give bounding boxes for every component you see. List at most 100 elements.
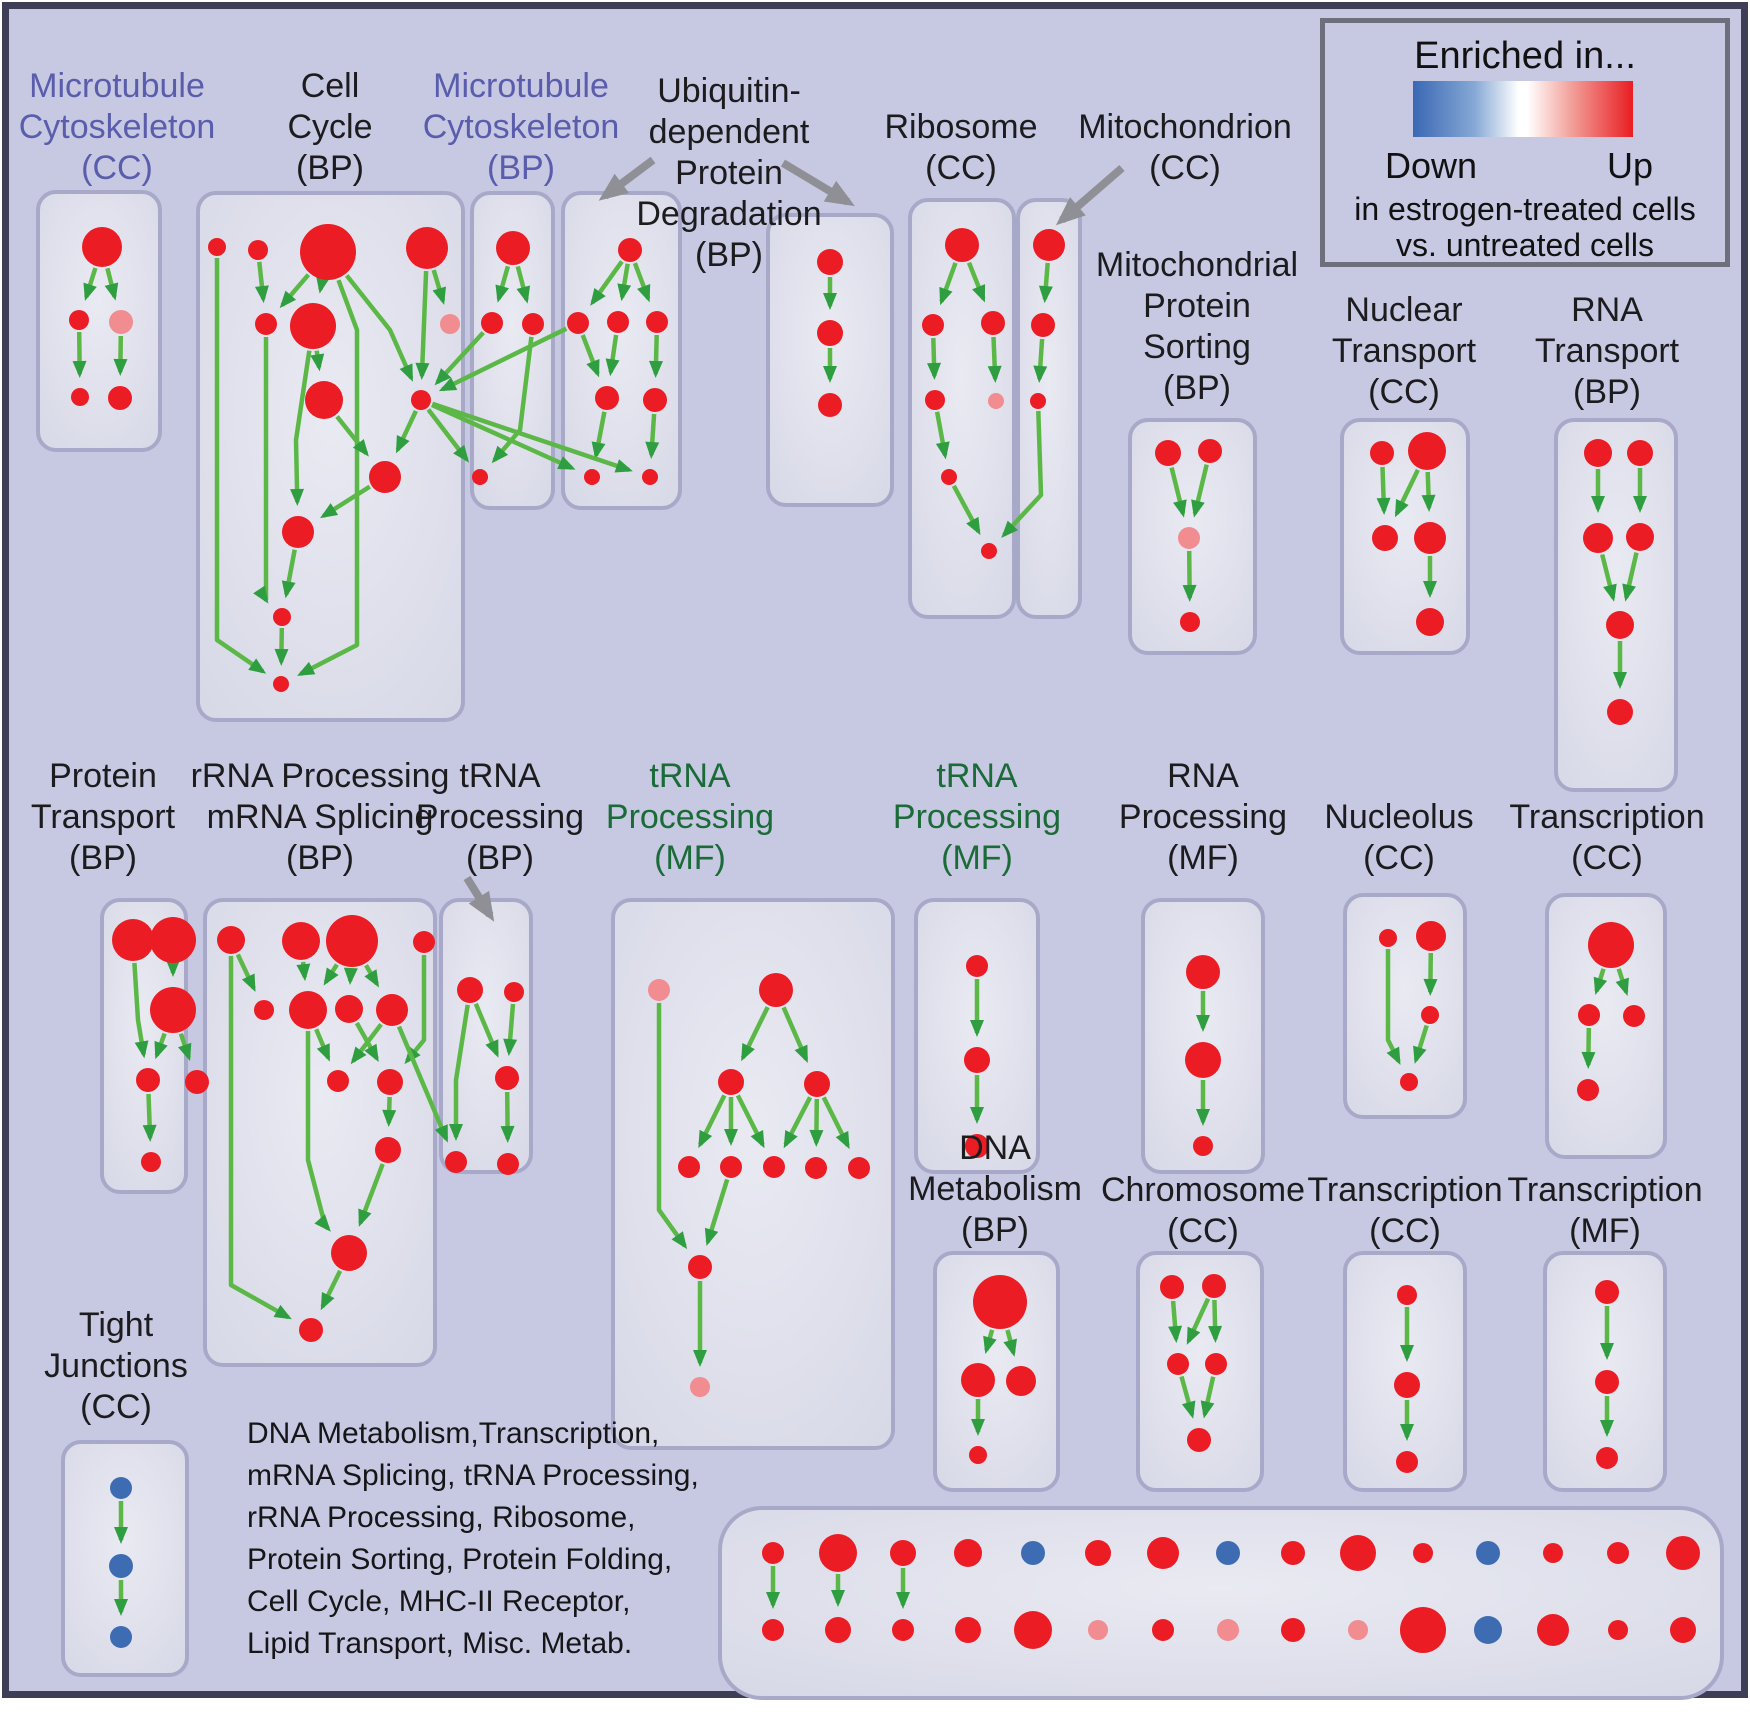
go-term-node-red bbox=[1202, 1274, 1226, 1298]
go-term-node-red bbox=[1147, 1537, 1179, 1569]
go-term-node-red bbox=[376, 994, 408, 1026]
go-term-node-red bbox=[762, 1619, 784, 1641]
go-term-node-red bbox=[1180, 612, 1200, 632]
relation-arrow bbox=[315, 275, 330, 294]
go-term-node-red bbox=[1670, 1617, 1696, 1643]
go-term-node-red bbox=[1031, 313, 1055, 337]
relation-arrow bbox=[1376, 466, 1391, 515]
relation-arrow bbox=[1413, 1024, 1429, 1064]
relation-arrow bbox=[113, 335, 128, 376]
group-label-mtbp: Microtubule Cytoskeleton (BP) bbox=[422, 67, 620, 187]
relation-arrow bbox=[500, 1091, 515, 1143]
go-term-node-red bbox=[964, 1047, 990, 1073]
relation-arrow bbox=[438, 326, 568, 392]
go-term-node-red bbox=[497, 1153, 519, 1175]
go-term-node-pink bbox=[109, 310, 133, 334]
go-term-node-red bbox=[567, 312, 589, 334]
relation-arrow bbox=[821, 1096, 850, 1150]
go-term-node-red bbox=[472, 469, 488, 485]
legend-subtitle-1: in estrogen-treated cells bbox=[1354, 191, 1696, 227]
go-term-node-red bbox=[481, 312, 503, 334]
relation-arrow bbox=[83, 267, 98, 301]
group-label-ribosome: Ribosome (CC) bbox=[884, 108, 1038, 187]
go-term-node-red bbox=[504, 982, 524, 1002]
relation-arrow bbox=[1186, 1297, 1211, 1345]
group-box-mtbp bbox=[470, 191, 555, 510]
relation-arrow bbox=[1423, 952, 1438, 996]
relation-arrow bbox=[645, 413, 660, 459]
go-term-node-red bbox=[1185, 1042, 1221, 1078]
relation-arrow bbox=[495, 265, 511, 303]
go-term-node-red bbox=[925, 390, 945, 410]
relation-arrow bbox=[1200, 1376, 1216, 1419]
go-term-node-red bbox=[1372, 525, 1398, 551]
edges-layer bbox=[72, 156, 1647, 1616]
group-label-dnametab: DNA Metabolism (BP) bbox=[908, 1129, 1082, 1249]
go-term-node-pink bbox=[1088, 1620, 1108, 1640]
go-term-node-red bbox=[305, 381, 343, 419]
relation-arrow bbox=[1385, 949, 1401, 1065]
relation-arrow bbox=[178, 1032, 192, 1062]
relation-arrow bbox=[426, 408, 470, 463]
legend-subtitle-2: vs. untreated cells bbox=[1396, 227, 1654, 263]
go-term-node-red bbox=[1379, 929, 1397, 947]
go-term-node-red bbox=[1421, 1006, 1439, 1024]
relation-arrow bbox=[1421, 471, 1436, 512]
relation-arrow bbox=[310, 350, 325, 372]
group-label-ub_label_only: Ubiquitin- dependent Protein Degradation… bbox=[636, 72, 822, 274]
go-term-node-red bbox=[413, 931, 435, 953]
group-box-mito bbox=[1016, 198, 1082, 619]
go-term-node-red bbox=[1543, 1543, 1563, 1563]
group-label-cellcycle: Cell Cycle (BP) bbox=[287, 67, 373, 187]
go-term-node-red bbox=[1595, 1280, 1619, 1304]
relation-arrow bbox=[320, 484, 372, 519]
go-term-node-red bbox=[69, 310, 89, 330]
relation-arrow bbox=[154, 1032, 168, 1060]
go-term-node-red bbox=[678, 1156, 700, 1178]
group-box-txcc3 bbox=[1343, 1251, 1467, 1492]
go-term-node-red bbox=[1623, 1005, 1645, 1027]
group-label-rnatrans: RNA Transport (BP) bbox=[1534, 291, 1680, 411]
go-term-node-red bbox=[1596, 1447, 1618, 1469]
relation-arrow bbox=[430, 402, 576, 471]
go-term-node-pink bbox=[988, 393, 1004, 409]
go-term-node-red bbox=[1416, 921, 1446, 951]
go-term-node-red bbox=[150, 917, 196, 963]
nodes-layer bbox=[69, 224, 1700, 1653]
go-term-node-red bbox=[1608, 1620, 1628, 1640]
go-term-node-red bbox=[1577, 1079, 1599, 1101]
go-term-node-red bbox=[254, 1000, 274, 1020]
go-term-node-red bbox=[817, 320, 843, 346]
relation-arrow bbox=[382, 1096, 397, 1127]
go-term-node-red bbox=[1167, 1353, 1189, 1375]
go-term-node-red bbox=[1030, 393, 1046, 409]
go-term-node-red bbox=[1205, 1353, 1227, 1375]
group-box-chromosome bbox=[1136, 1251, 1264, 1492]
relation-arrow bbox=[142, 1093, 157, 1142]
group-label-tightjunc: Tight Junctions (CC) bbox=[44, 1306, 188, 1426]
relation-arrow bbox=[605, 334, 620, 377]
go-term-node-blue bbox=[1474, 1616, 1502, 1644]
group-label-mito: Mitochondrion (CC) bbox=[1078, 108, 1292, 187]
go-term-node-red bbox=[1400, 1607, 1446, 1653]
relation-arrow bbox=[1615, 968, 1629, 997]
go-term-node-red bbox=[299, 1318, 323, 1342]
label-pointer-arrow bbox=[1055, 164, 1125, 226]
relation-arrow bbox=[491, 336, 534, 464]
group-box-ribosome bbox=[908, 198, 1016, 619]
relation-arrow bbox=[473, 1002, 499, 1058]
group-box-txcc2 bbox=[1545, 893, 1667, 1159]
go-term-node-red bbox=[763, 1156, 785, 1178]
relation-arrow bbox=[515, 265, 531, 304]
go-term-node-red bbox=[1416, 608, 1444, 636]
relation-arrow bbox=[290, 350, 312, 506]
go-term-node-red bbox=[495, 1066, 519, 1090]
relation-arrow bbox=[649, 334, 664, 378]
group-box-nucleolus bbox=[1343, 893, 1467, 1119]
go-term-node-red bbox=[1281, 1618, 1305, 1642]
relation-arrow bbox=[617, 263, 632, 302]
go-term-node-red bbox=[1198, 439, 1222, 463]
go-term-node-red bbox=[1626, 523, 1654, 551]
group-label-txcc2: Transcription (CC) bbox=[1509, 798, 1705, 877]
group-box-rnaproc bbox=[1141, 898, 1265, 1174]
